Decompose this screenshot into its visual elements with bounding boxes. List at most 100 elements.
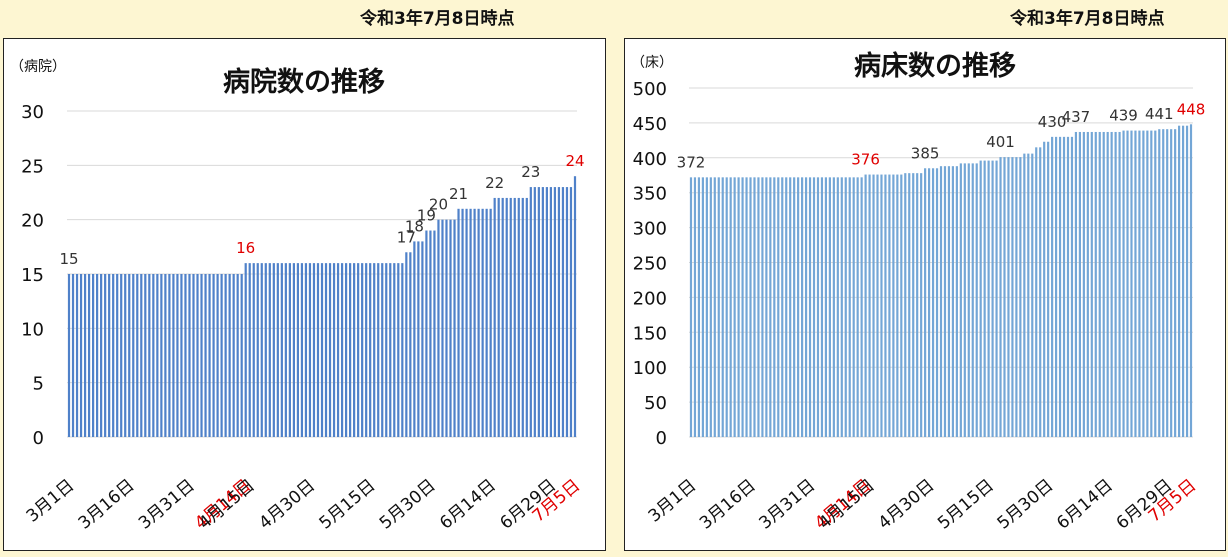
- bed-bar-day-99: [1078, 131, 1081, 437]
- hospital-bar-day-127: [573, 176, 577, 437]
- hospital-bar-day-55: [284, 263, 287, 437]
- hospital-bar-day-64: [320, 263, 324, 437]
- bed-data-label-5: 437: [1062, 108, 1091, 126]
- bed-bar-day-32: [812, 177, 816, 437]
- bed-bar-day-57: [912, 173, 915, 437]
- bed-x-tick-7: 5月30日: [994, 476, 1058, 534]
- bed-bar-day-94: [1058, 136, 1062, 438]
- bed-bar-day-25: [785, 177, 788, 437]
- hospital-bar-day-94: [441, 219, 444, 437]
- hospital-bar-day-117: [533, 187, 536, 437]
- hospital-bar-day-77: [373, 263, 376, 437]
- hospital-bar-day-59: [300, 263, 304, 437]
- hospital-bar-day-1: [67, 274, 71, 437]
- bed-bar-day-11: [729, 177, 732, 437]
- bed-bar-day-53: [896, 174, 899, 438]
- bed-data-label-4: 430: [1038, 113, 1067, 131]
- bed-bar-day-14: [741, 177, 744, 437]
- hospital-bar-day-11: [108, 274, 111, 437]
- bed-bar-day-35: [824, 177, 827, 437]
- hospital-bar-day-111: [509, 197, 512, 437]
- hospital-bar-day-116: [529, 187, 532, 437]
- bed-bar-day-48: [876, 174, 879, 438]
- bed-bar-day-95: [1062, 136, 1066, 438]
- bed-bar-day-40: [844, 177, 847, 437]
- bed-bar-day-121: [1166, 129, 1169, 437]
- hospital-bar-day-85: [405, 252, 408, 437]
- hospital-bar-day-78: [377, 263, 380, 437]
- bed-bar-day-96: [1066, 136, 1070, 438]
- bed-bar-day-60: [924, 168, 927, 437]
- bed-bar-day-58: [916, 173, 919, 437]
- bed-bar-day-42: [852, 177, 855, 437]
- hospital-bar-day-66: [328, 263, 332, 437]
- hospital-bar-day-83: [397, 263, 400, 437]
- bed-bar-day-103: [1094, 131, 1097, 437]
- hospital-bar-day-126: [569, 187, 573, 437]
- bed-y-tick-450: 450: [633, 114, 667, 135]
- hospital-bar-day-20: [144, 274, 147, 437]
- hospital-bar-day-113: [517, 197, 520, 437]
- bed-bar-day-28: [797, 177, 800, 437]
- bed-bar-day-8: [717, 177, 720, 437]
- bed-bar-day-106: [1106, 131, 1109, 437]
- bed-bar-day-77: [991, 160, 994, 437]
- hospital-x-tick-7: 5月30日: [376, 476, 440, 534]
- bed-bar-day-126: [1185, 125, 1189, 437]
- hospital-y-tick-25: 25: [21, 156, 44, 177]
- bed-bar-day-15: [745, 177, 748, 437]
- bed-bar-day-27: [793, 177, 796, 437]
- bed-bar-day-1: [689, 177, 693, 437]
- bed-bar-day-111: [1126, 130, 1129, 437]
- hospital-bar-day-29: [180, 274, 183, 437]
- hospital-bar-day-22: [152, 274, 155, 437]
- bed-x-tick-5: 4月30日: [875, 476, 939, 534]
- hospital-x-tick-0: 3月1日: [23, 476, 78, 527]
- hospital-data-label-8: 23: [521, 163, 540, 181]
- hospital-bar-day-105: [485, 208, 488, 437]
- bed-bar-day-29: [801, 177, 804, 437]
- hospital-bar-day-123: [557, 187, 561, 437]
- right-asof-date: 令和3年7月8日時点: [1010, 9, 1165, 29]
- hospital-y-unit-label: （病院）: [10, 59, 66, 75]
- hospital-bar-day-114: [521, 197, 524, 437]
- bed-y-tick-250: 250: [633, 254, 667, 275]
- bed-bar-day-47: [872, 174, 875, 438]
- bed-bar-day-39: [840, 177, 843, 437]
- bed-bar-day-56: [908, 173, 911, 437]
- hospital-bar-day-125: [565, 187, 569, 437]
- hospital-x-tick-4: 4月15日: [195, 476, 259, 534]
- bed-bar-day-38: [836, 177, 839, 437]
- hospital-x-tick-2: 3月31日: [135, 476, 199, 534]
- hospital-bar-day-57: [292, 263, 295, 437]
- hospital-bar-day-8: [96, 274, 99, 437]
- hospital-bar-day-19: [140, 274, 143, 437]
- hospital-bar-day-14: [120, 274, 123, 437]
- hospital-data-label-4: 19: [417, 207, 436, 225]
- hospital-y-tick-0: 0: [33, 428, 44, 449]
- bed-x-tick-4: 4月15日: [815, 476, 879, 534]
- bed-bar-day-4: [701, 177, 704, 437]
- bed-bar-day-68: [955, 166, 958, 437]
- bed-bar-day-102: [1090, 131, 1093, 437]
- bed-bar-day-13: [737, 177, 740, 437]
- hospital-bar-day-75: [365, 263, 368, 437]
- bed-bar-day-118: [1154, 130, 1157, 437]
- hospital-bar-day-108: [497, 197, 500, 437]
- hospital-bar-day-100: [465, 208, 468, 437]
- bed-bar-day-9: [721, 177, 724, 437]
- bed-bar-day-104: [1098, 131, 1101, 437]
- bed-bar-day-74: [979, 160, 982, 437]
- bed-bar-day-18: [757, 177, 760, 437]
- hospital-bar-day-40: [224, 274, 227, 437]
- hospital-bar-day-10: [104, 274, 107, 437]
- hospital-chart-title: 病院数の推移: [223, 66, 385, 98]
- bed-bar-day-20: [765, 177, 768, 437]
- bed-bar-day-91: [1047, 141, 1050, 437]
- hospital-x-tick-1: 3月16日: [75, 476, 139, 534]
- hospital-bar-day-70: [344, 263, 348, 437]
- hospital-bar-day-119: [541, 187, 544, 437]
- bed-bar-day-98: [1074, 131, 1078, 437]
- hospital-bar-day-74: [361, 263, 364, 437]
- bed-bar-day-16: [749, 177, 752, 437]
